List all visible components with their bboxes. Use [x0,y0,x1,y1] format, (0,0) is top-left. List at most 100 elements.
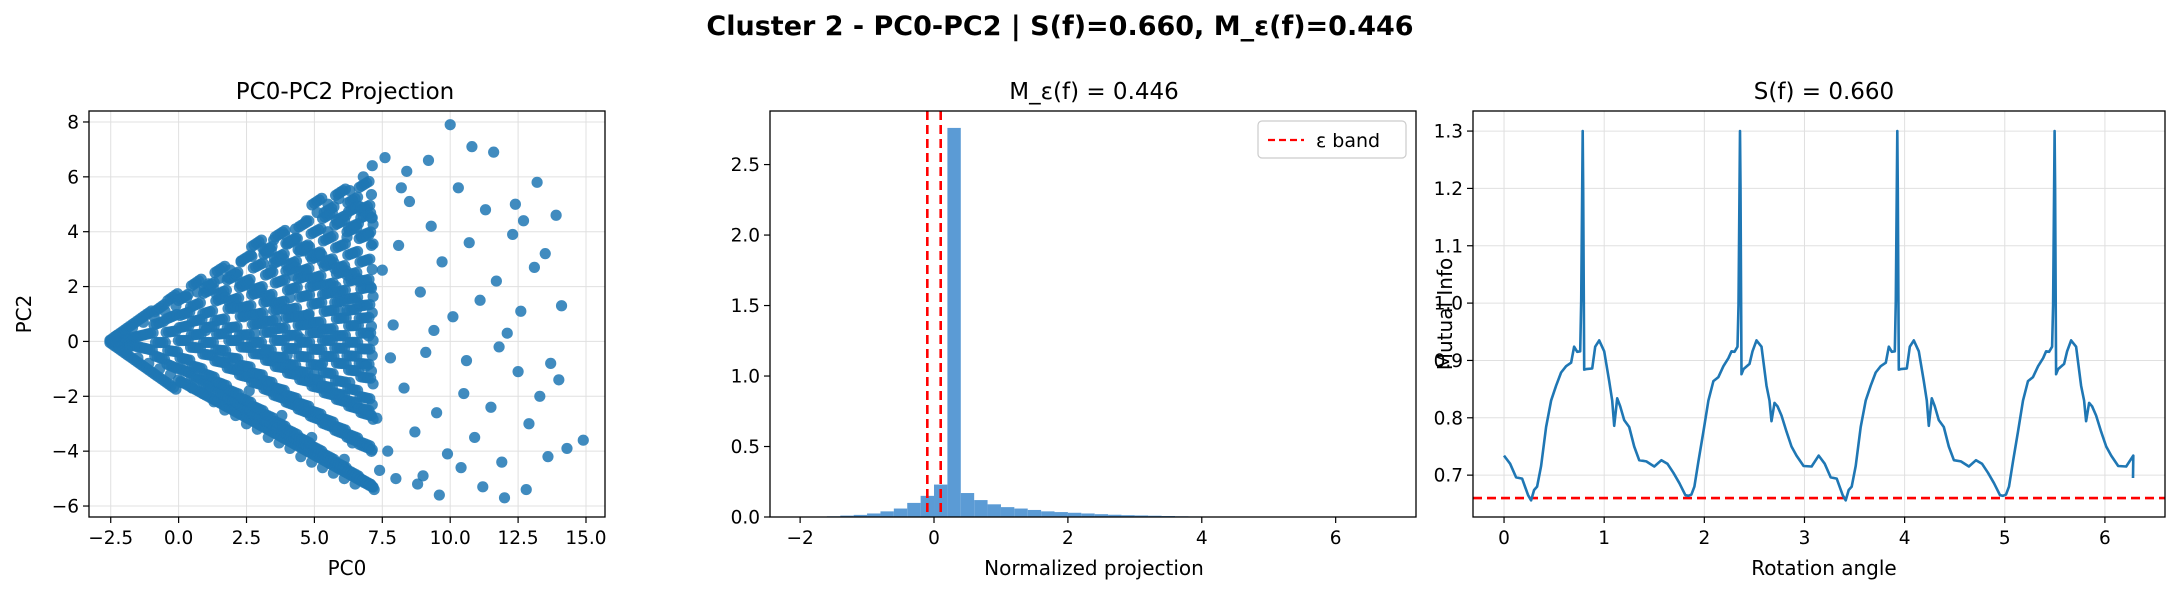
scatter-point [224,264,236,276]
scatter-point [412,478,424,490]
scatter-point [297,245,310,257]
scatter-point [186,382,198,394]
scatter-point [436,256,448,268]
scatter-point [291,281,303,293]
scatter-point [333,193,345,205]
scatter-point [366,263,378,276]
scatter-point [365,320,378,333]
scatter-point [368,483,380,496]
scatter-point [290,255,303,267]
histogram-bar [974,500,988,517]
y-tick-label: 2.5 [731,155,760,176]
scatter-point [137,316,149,328]
scatter-point [433,489,445,501]
scatter-point [417,470,429,482]
histogram-bar [1094,514,1109,517]
scatter-point [485,401,497,413]
y-tick-label: 2.0 [731,226,760,247]
scatter-point [509,198,521,210]
histogram-bars [826,127,1229,518]
scatter-point [352,297,364,309]
scatter-point [197,387,209,400]
scatter-point [164,368,177,380]
scatter-point [194,297,206,309]
mutual-info-frame [1472,110,2166,518]
scatter-point [401,165,413,177]
mutual-info-curve [1502,129,2135,502]
scatter-point [249,327,261,339]
x-tick-label: 3 [1799,528,1811,549]
scatter-point [357,171,369,183]
scatter-point [262,379,274,391]
x-tick-label: 15.0 [565,528,606,549]
scatter-point [366,349,378,362]
scatter-point [458,387,470,400]
histogram-panel: M_ε(f) = 0.446 −2 0 2 4 60.00.51.01.52.02.5 … [731,79,1417,580]
scatter-point [308,368,321,380]
scatter-point [479,204,492,216]
scatter-point [367,290,379,303]
scatter-point [325,330,337,342]
scatter-point [254,283,266,295]
histogram-bar [1121,515,1135,517]
scatter-point [281,349,293,361]
histogram-frame [769,110,1417,518]
x-tick-label: 0 [1498,528,1510,549]
scatter-point [474,294,486,306]
scatter-point [344,376,356,389]
histogram-bar [880,511,894,517]
scatter-point [314,248,326,260]
scatter-point [365,212,378,224]
scatter-point [276,409,288,422]
scatter-point [273,437,285,449]
scatter-point [118,327,130,339]
histogram-bar [907,502,921,517]
scatter-point [338,260,351,272]
scatter-point [542,451,554,463]
scatter-point [444,119,456,131]
scatter-point [379,152,391,164]
y-tick-label: 0.9 [1434,351,1463,372]
scatter-point [213,272,225,284]
histogram-xlabel: Normalized projection [984,556,1204,580]
scatter-point [425,220,437,232]
scatter-point [534,390,546,402]
x-tick-label: 4 [1899,528,1911,549]
scatter-point [270,313,282,326]
scatter-point [431,407,443,419]
scatter-frame [88,110,606,518]
y-tick-label: 2 [67,277,79,298]
scatter-point [240,418,253,430]
x-tick-label: 0.0 [164,528,193,549]
scatter-point [245,299,257,312]
x-tick-label: 2.5 [232,528,261,549]
scatter-point [266,288,278,300]
x-tick-label: 10.0 [430,528,471,549]
scatter-point [428,324,440,337]
scatter-point [259,346,272,359]
scatter-point [303,308,315,320]
scatter-point [230,409,242,422]
scatter-point [460,355,473,367]
scatter-point [452,182,464,194]
scatter-point [498,492,511,504]
scatter-title: PC0-PC2 Projection [236,79,454,105]
histogram-bar [1081,513,1095,517]
scatter-point [244,273,256,286]
scatter-point [143,357,155,369]
y-tick-label: 0.0 [731,508,760,529]
scatter-point [278,248,290,260]
scatter-point [257,307,269,319]
scatter-point [326,253,338,265]
mutual-info-panel: S(f) = 0.660 0 1 2 3 4 5 6 0.7 0.8 0.9 1.0 1.1 1.2 1.… [1433,79,2166,580]
scatter-point [322,226,334,238]
scatter-point [246,250,258,262]
histogram-bar [867,513,881,517]
scatter-point [330,280,342,293]
scatter-point [382,445,394,457]
scatter-point [300,215,312,227]
scatter-point [517,215,530,227]
scatter-point [311,206,323,219]
histogram-bar [987,504,1001,517]
scatter-point [387,319,399,331]
